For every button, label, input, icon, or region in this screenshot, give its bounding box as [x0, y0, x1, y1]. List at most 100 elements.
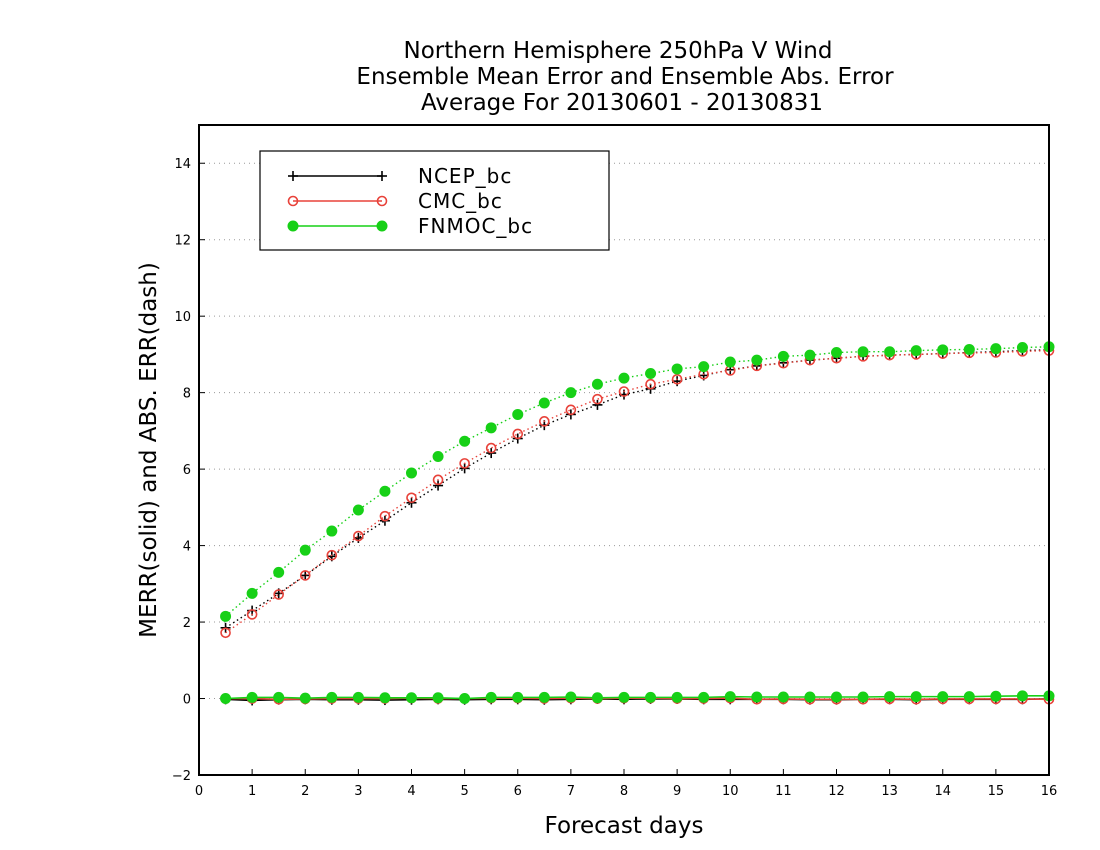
y-tick-label: 6 [183, 463, 191, 478]
mean-error-point [724, 691, 736, 703]
abs-error-point [432, 474, 444, 486]
x-tick-label: 12 [828, 784, 845, 799]
abs-error-point [539, 416, 550, 427]
chart-title-line-2: Ensemble Mean Error and Ensemble Abs. Er… [356, 64, 894, 90]
mean-error-point [910, 691, 922, 703]
abs-error-point [751, 354, 763, 366]
legend-marker [287, 220, 299, 232]
abs-error-line-NCEP_bc [225, 349, 1050, 629]
x-axis-label: Forecast days [545, 813, 704, 839]
abs-error-point [618, 372, 630, 384]
abs-error-point [512, 428, 524, 440]
abs-error-point [379, 510, 391, 522]
abs-error-point [459, 458, 470, 469]
x-tick-label: 9 [673, 784, 681, 799]
x-tick-label: 0 [195, 784, 203, 799]
mean-error-point [990, 690, 1002, 702]
y-tick-label: 8 [183, 387, 191, 402]
y-tick-label: 10 [174, 310, 191, 325]
mean-error-point [963, 691, 975, 703]
abs-error-point [273, 589, 284, 600]
abs-error-point [299, 570, 311, 581]
abs-error-point [990, 343, 1002, 355]
mean-error-line-FNMOC_bc [225, 695, 1049, 700]
mean-error-point [591, 692, 603, 704]
x-tick-label: 13 [881, 784, 898, 799]
abs-error-point [565, 387, 577, 399]
legend-label: CMC_bc [418, 189, 503, 213]
mean-error-point [326, 691, 338, 703]
mean-error-point [538, 691, 550, 703]
abs-error-point [379, 485, 391, 497]
mean-error-point [273, 691, 285, 703]
x-tick-label: 16 [1041, 784, 1058, 799]
abs-error-point [353, 530, 364, 542]
mean-error-point [565, 691, 577, 703]
y-axis-label: MERR(solid) and ABS. ERR(dash) [136, 262, 162, 638]
abs-error-point [326, 525, 338, 537]
y-tick-label: 12 [174, 234, 191, 249]
abs-error-point [220, 610, 232, 622]
abs-error-point [645, 368, 657, 380]
series-layer [220, 341, 1055, 706]
mean-error-point [512, 691, 524, 703]
abs-error-point [326, 549, 338, 561]
grid [199, 162, 1049, 776]
mean-error-point [406, 692, 417, 704]
abs-error-point [512, 408, 524, 420]
x-tick-label: 5 [460, 784, 468, 799]
mean-error-point [246, 691, 258, 703]
x-tick-label: 6 [514, 784, 522, 799]
abs-error-point [884, 346, 896, 358]
abs-error-point [485, 442, 497, 454]
mean-error-point [1016, 690, 1028, 702]
abs-error-point [804, 349, 816, 361]
x-tick-label: 10 [722, 784, 739, 799]
legend-label: NCEP_bc [418, 164, 512, 188]
mean-error-point [777, 691, 789, 703]
abs-error-point [592, 393, 603, 405]
legend-marker [288, 171, 298, 181]
abs-error-point [618, 386, 630, 397]
abs-error-point [671, 363, 683, 375]
chart-title-line-3: Average For 20130601 - 20130831 [421, 90, 823, 116]
abs-error-point [246, 609, 258, 620]
x-tick-label: 3 [354, 784, 362, 799]
mean-error-point [220, 693, 232, 705]
legend-marker [377, 171, 387, 181]
abs-error-point [299, 544, 311, 556]
abs-error-point [591, 378, 603, 390]
abs-error-point [406, 467, 417, 479]
mean-error-point [804, 691, 816, 703]
abs-error-line-CMC_bc [225, 349, 1050, 634]
y-tick-label: 4 [183, 540, 191, 555]
abs-error-point [220, 627, 231, 639]
x-tick-label: 15 [988, 784, 1005, 799]
abs-error-point [777, 350, 789, 362]
y-tick-label: −2 [172, 769, 191, 784]
mean-error-point [645, 691, 657, 703]
abs-error-point [910, 345, 922, 357]
abs-error-point [406, 492, 417, 504]
legend-item-FNMOC_bc: FNMOC_bc [287, 214, 533, 238]
y-tick-label: 0 [183, 693, 191, 708]
legend-label: FNMOC_bc [418, 214, 533, 238]
abs-error-point [645, 378, 656, 390]
mean-error-point [937, 691, 949, 703]
legend-marker [287, 195, 299, 207]
abs-error-point [432, 451, 444, 462]
abs-error-point [300, 570, 311, 581]
abs-error-point [963, 343, 975, 355]
mean-error-point [352, 691, 364, 703]
abs-error-point [565, 404, 577, 416]
x-tick-label: 11 [775, 784, 792, 799]
abs-error-point [671, 373, 683, 385]
series-FNMOC_bc [220, 341, 1055, 705]
mean-error-point [432, 692, 444, 704]
series-NCEP_bc [220, 344, 1054, 706]
abs-error-point [273, 566, 285, 578]
mean-error-point [618, 691, 630, 703]
x-tick-label: 1 [248, 784, 256, 799]
